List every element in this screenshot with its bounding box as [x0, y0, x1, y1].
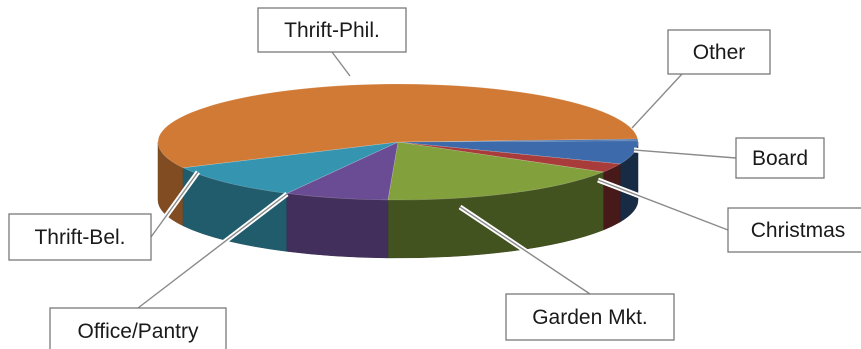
- callout-box-garden-mkt: [505, 293, 675, 341]
- callout-box-board: [735, 137, 825, 179]
- leader-line-office-pantry: [137, 193, 288, 309]
- slice-label-garden-mkt: Garden Mkt.: [532, 306, 648, 329]
- slice-label-other: Other: [693, 41, 746, 64]
- slice-christmas: [397, 141, 622, 173]
- callout-thrift-bel: Thrift-Bel.: [8, 170, 201, 261]
- leader-line-garden-mkt: [459, 206, 591, 295]
- slice-label-christmas: Christmas: [751, 219, 846, 242]
- slice-board: [397, 140, 639, 165]
- slice-side-office-pantry: [286, 193, 389, 259]
- slice-label-board: Board: [752, 147, 808, 170]
- callout-thrift-phil: Thrift-Phil.: [257, 7, 407, 78]
- leader-line-board: [633, 149, 737, 159]
- callout-garden-mkt: Garden Mkt.: [458, 204, 675, 341]
- callout-office-pantry: Office/Pantry: [49, 192, 289, 349]
- callout-box-office-pantry: [49, 307, 227, 349]
- slice-other: [397, 138, 639, 143]
- callout-box-christmas: [727, 207, 861, 253]
- callout-board: Board: [633, 137, 825, 179]
- pie-slices: [157, 83, 639, 259]
- slice-office-pantry: [285, 141, 399, 201]
- leader-line-thrift-phil: [331, 51, 351, 77]
- callout-other: Other: [630, 29, 771, 130]
- callout-box-other: [667, 29, 771, 75]
- slice-garden-mkt: [387, 141, 605, 201]
- callout-box-thrift-bel: [8, 213, 152, 261]
- slice-side-thrift-bel: [182, 167, 288, 252]
- callout-box-thrift-phil: [257, 7, 407, 53]
- slice-label-thrift-bel: Thrift-Bel.: [34, 226, 125, 249]
- callout-christmas: Christmas: [597, 177, 861, 253]
- leader-line-christmas: [597, 179, 729, 231]
- leader-line-thrift-bel: [150, 171, 199, 238]
- slice-label-thrift-phil: Thrift-Phil.: [284, 19, 380, 42]
- slice-thrift-bel: [181, 141, 399, 194]
- leader-line-other: [631, 73, 683, 129]
- slice-side-christmas: [603, 163, 621, 231]
- slice-label-office-pantry: Office/Pantry: [78, 320, 199, 343]
- slice-thrift-phil: [157, 83, 639, 169]
- pie-callouts: Other Board Christmas Garden Mkt. Office/Pan…: [8, 7, 861, 349]
